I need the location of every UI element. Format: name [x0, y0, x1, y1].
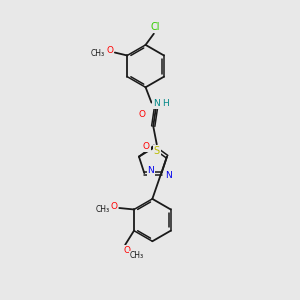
Text: CH₃: CH₃ — [90, 49, 104, 58]
Text: N: N — [165, 171, 172, 180]
Text: N: N — [147, 166, 154, 175]
Text: H: H — [162, 99, 168, 108]
Text: N: N — [153, 99, 160, 108]
Text: Cl: Cl — [151, 22, 160, 32]
Text: O: O — [106, 46, 113, 55]
Text: O: O — [143, 142, 150, 151]
Text: O: O — [110, 202, 118, 211]
Text: CH₃: CH₃ — [129, 251, 143, 260]
Text: O: O — [123, 246, 130, 255]
Text: S: S — [154, 146, 160, 156]
Text: O: O — [139, 110, 145, 119]
Text: CH₃: CH₃ — [96, 205, 110, 214]
